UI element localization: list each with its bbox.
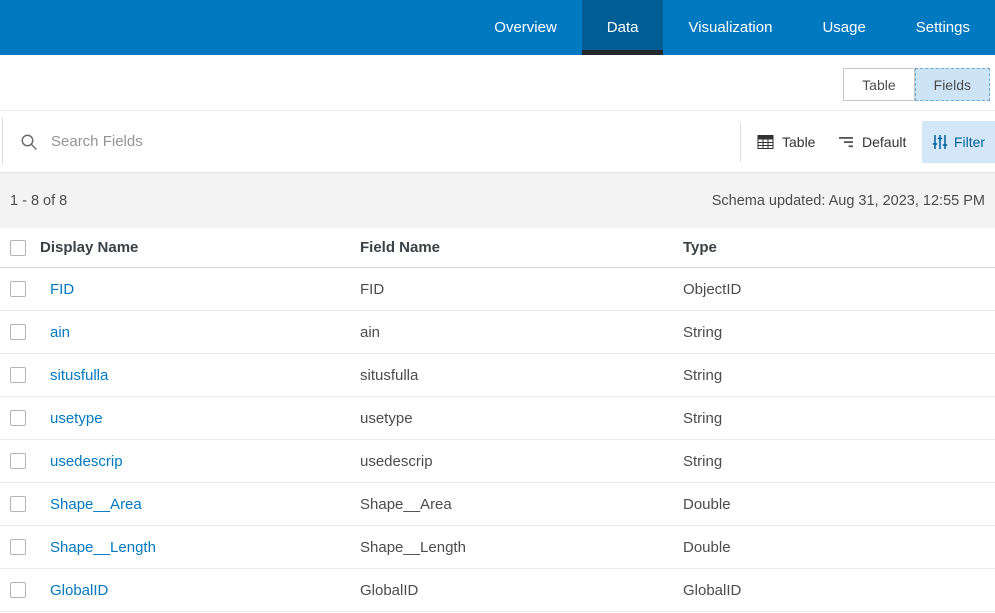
header-display-name: Display Name — [40, 239, 139, 256]
table-row: situsfulla situsfulla String — [0, 354, 995, 397]
result-count: 1 - 8 of 8 — [10, 192, 68, 209]
field-name-cell: Shape__Length — [360, 538, 466, 556]
field-type-cell: GlobalID — [683, 581, 742, 599]
table-row: ain ain String — [0, 311, 995, 354]
row-checkbox[interactable] — [10, 539, 26, 555]
row-checkbox[interactable] — [10, 281, 26, 297]
row-checkbox[interactable] — [10, 324, 26, 340]
field-type-cell: ObjectID — [683, 280, 742, 298]
field-type-cell: String — [683, 323, 723, 341]
sort-default-button[interactable]: Default — [838, 122, 906, 162]
field-link[interactable]: Shape__Area — [50, 495, 142, 513]
view-toggle-section: Table Fields — [0, 55, 995, 111]
field-link[interactable]: Shape__Length — [50, 538, 156, 556]
table-view-button[interactable]: Table — [843, 68, 915, 101]
field-name-cell: usedescrip — [360, 452, 433, 470]
row-checkbox[interactable] — [10, 582, 26, 598]
field-name-cell: GlobalID — [360, 581, 419, 599]
filter-button[interactable]: Filter — [922, 121, 995, 163]
field-link[interactable]: ain — [50, 323, 71, 341]
field-name-cell: situsfulla — [360, 366, 419, 384]
sort-default-label: Default — [862, 134, 907, 150]
header-field-name: Field Name — [360, 239, 441, 256]
field-link[interactable]: usedescrip — [50, 452, 123, 470]
tab-data[interactable]: Data — [581, 0, 664, 55]
divider — [2, 118, 3, 165]
field-type-cell: String — [683, 366, 723, 384]
table-icon — [757, 135, 774, 149]
fields-toolbar: Table Default Filter — [0, 111, 995, 172]
field-name-cell: FID — [360, 280, 385, 298]
fields-view-button[interactable]: Fields — [914, 68, 990, 101]
top-nav: Overview Data Visualization Usage Settin… — [0, 0, 995, 55]
header-type: Type — [683, 239, 717, 256]
field-name-cell: Shape__Area — [360, 495, 452, 513]
row-checkbox[interactable] — [10, 410, 26, 426]
search-fields-input[interactable] — [51, 133, 671, 150]
fields-table-header: Display Name Field Name Type — [0, 228, 995, 268]
select-all-checkbox[interactable] — [10, 239, 26, 256]
field-type-cell: Double — [683, 495, 731, 513]
table-row: usetype usetype String — [0, 397, 995, 440]
filter-label: Filter — [953, 134, 986, 150]
table-row: Shape__Area Shape__Area Double — [0, 483, 995, 526]
tab-settings[interactable]: Settings — [915, 19, 970, 36]
tab-overview[interactable]: Overview — [494, 19, 557, 36]
row-checkbox[interactable] — [10, 496, 26, 512]
table-row: FID FID ObjectID — [0, 268, 995, 311]
field-link[interactable]: FID — [50, 280, 75, 298]
field-type-cell: Double — [683, 538, 731, 556]
fields-table-body: FID FID ObjectID ain ain String situsful… — [0, 268, 995, 612]
search-icon — [21, 134, 38, 150]
table-row: GlobalID GlobalID GlobalID — [0, 569, 995, 612]
search-fields-box[interactable] — [12, 111, 722, 172]
field-link[interactable]: situsfulla — [50, 366, 109, 384]
tab-usage[interactable]: Usage — [822, 19, 866, 36]
filter-sliders-icon — [932, 135, 948, 149]
status-bar: 1 - 8 of 8 Schema updated: Aug 31, 2023,… — [0, 172, 995, 228]
field-name-cell: usetype — [360, 409, 413, 427]
field-type-cell: String — [683, 452, 723, 470]
schema-updated-text: Schema updated: Aug 31, 2023, 12:55 PM — [711, 192, 985, 209]
row-checkbox[interactable] — [10, 367, 26, 383]
view-toggle: Table Fields — [843, 68, 990, 101]
field-link[interactable]: GlobalID — [50, 581, 109, 599]
row-checkbox[interactable] — [10, 453, 26, 469]
show-table-button[interactable]: Table — [757, 122, 815, 162]
table-row: usedescrip usedescrip String — [0, 440, 995, 483]
table-row: Shape__Length Shape__Length Double — [0, 526, 995, 569]
sort-default-icon — [839, 137, 853, 148]
field-type-cell: String — [683, 409, 723, 427]
divider — [740, 122, 741, 162]
tab-visualization[interactable]: Visualization — [688, 19, 773, 36]
show-table-label: Table — [782, 134, 816, 150]
field-name-cell: ain — [360, 323, 381, 341]
field-link[interactable]: usetype — [50, 409, 103, 427]
